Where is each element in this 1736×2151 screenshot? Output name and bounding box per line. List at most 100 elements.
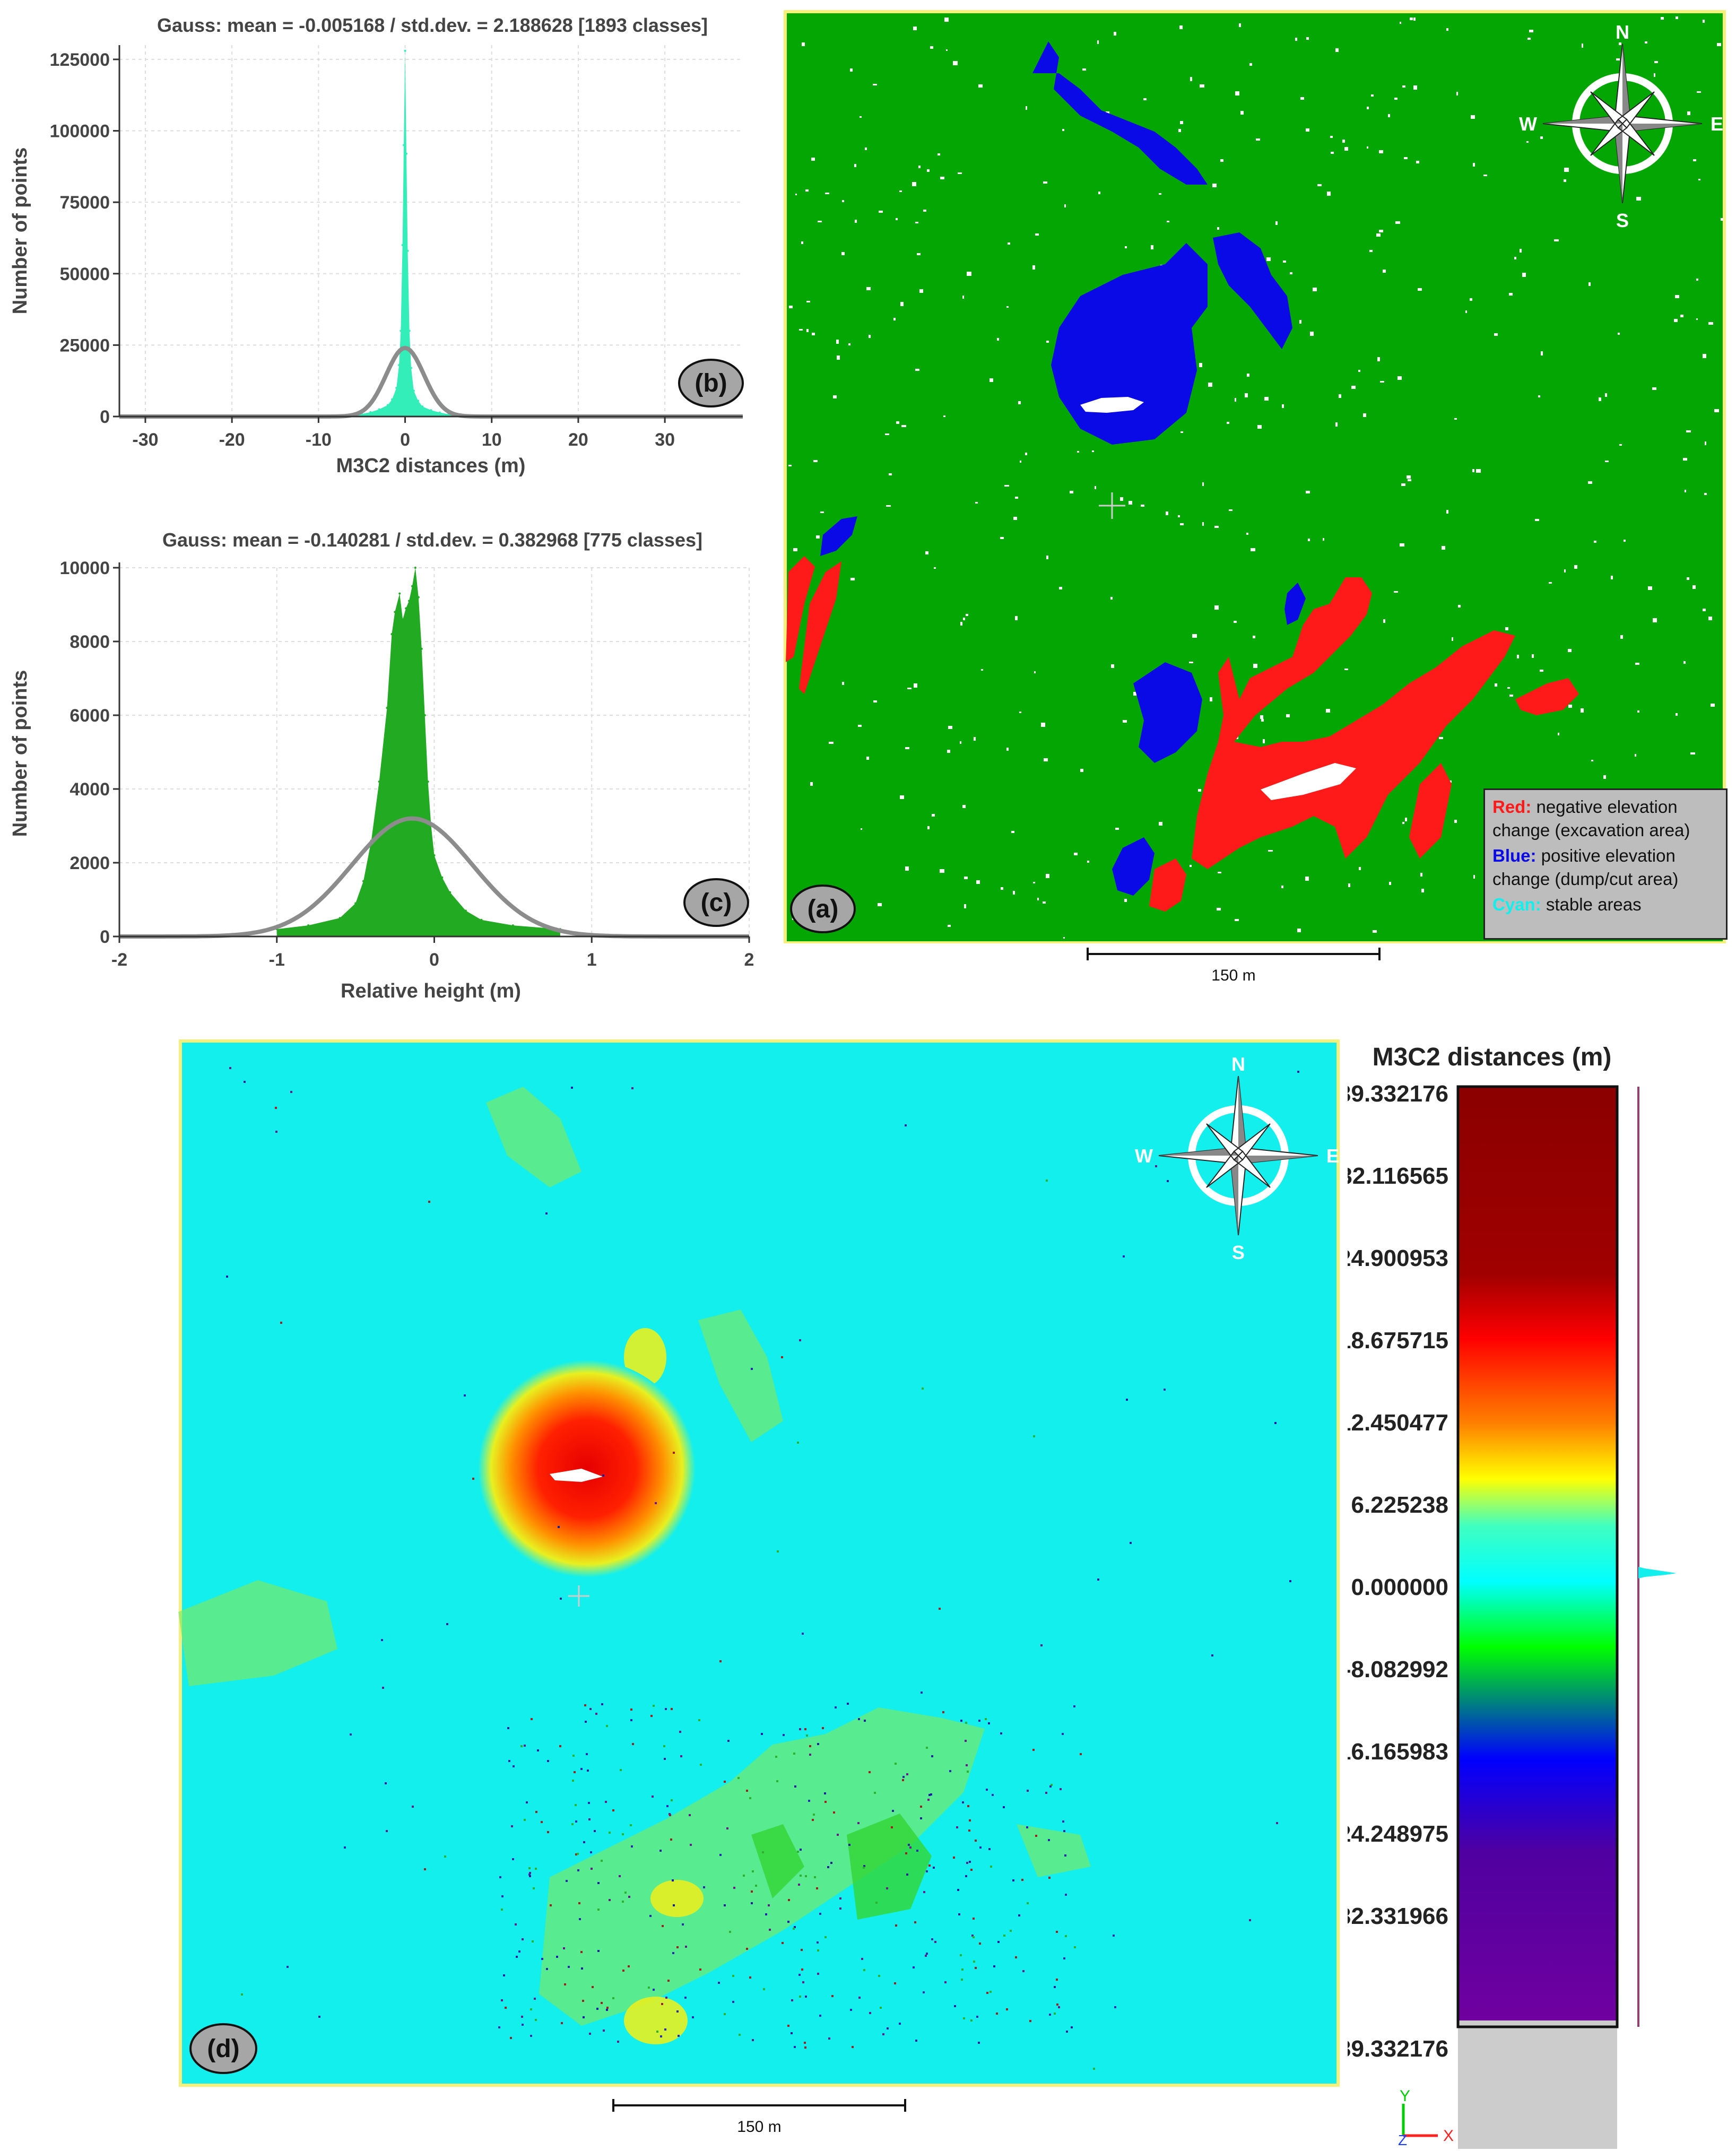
speckle <box>1006 306 1009 308</box>
speckle <box>894 1982 896 1984</box>
speckle <box>1151 245 1153 249</box>
speckle <box>526 1801 528 1803</box>
speckle <box>680 1755 682 1757</box>
speckle <box>1676 713 1678 716</box>
speckle <box>873 84 877 85</box>
speckle <box>797 1442 799 1444</box>
speckle <box>1235 398 1236 402</box>
speckle <box>1110 597 1113 600</box>
speckle <box>241 1993 243 1996</box>
c-ytick-label: 8000 <box>70 632 110 652</box>
speckle <box>1517 655 1519 658</box>
speckle <box>653 1705 655 1707</box>
speckle <box>978 84 983 88</box>
speckle <box>852 2046 854 2048</box>
speckle <box>619 1875 621 1877</box>
speckle <box>809 1745 811 1747</box>
speckle <box>1235 919 1239 921</box>
speckle <box>229 1067 231 1069</box>
speckle <box>1687 577 1689 580</box>
speckle <box>605 1801 607 1803</box>
speckle <box>1574 565 1577 569</box>
speckle <box>574 1771 576 1773</box>
speckle <box>1465 310 1467 313</box>
speckle <box>1025 453 1027 455</box>
b-xtick-label: 20 <box>568 430 588 450</box>
speckle <box>653 1989 655 1991</box>
speckle <box>662 1925 664 1927</box>
speckle <box>511 1825 513 1827</box>
colorbar-label: 12.450477 <box>1348 1410 1448 1436</box>
red-area-white-patch <box>1261 763 1356 800</box>
speckle <box>839 1907 841 1910</box>
speckle <box>1056 1931 1058 1933</box>
speckle <box>577 1853 579 1855</box>
speckle <box>1257 425 1262 429</box>
speckle <box>1178 515 1180 517</box>
compass-d-n: N <box>1231 1053 1245 1075</box>
b-histogram-bar <box>403 144 405 146</box>
speckle <box>1006 2008 1008 2010</box>
speckle <box>1408 479 1411 481</box>
histogram-b-ticks: -30 -20 -10 0 10 20 30 0 25000 50000 75000 100000 12… <box>50 50 675 450</box>
speckle <box>656 2031 658 2033</box>
scale-bar-a: 150 m <box>1087 948 1381 984</box>
badge-d: (d) <box>189 2023 257 2074</box>
speckle <box>515 1923 517 1926</box>
c-histogram-bar <box>427 780 429 783</box>
speckle <box>931 1938 933 1940</box>
speckle <box>606 2009 608 2011</box>
speckle <box>885 433 889 435</box>
speckle <box>428 1201 430 1203</box>
speckle <box>1379 230 1383 232</box>
speckle <box>597 1882 600 1884</box>
speckle <box>901 425 906 427</box>
speckle <box>923 210 926 212</box>
speckle <box>1275 221 1278 225</box>
speckle <box>752 1870 754 1872</box>
colorbar-label: -16.165983 <box>1348 1739 1448 1765</box>
speckle <box>1335 48 1339 52</box>
c-histogram-bar <box>414 567 416 569</box>
speckle <box>1367 107 1369 109</box>
speckle <box>1554 239 1559 241</box>
speckle <box>1389 882 1391 885</box>
speckle <box>1217 227 1219 230</box>
speckle <box>1049 2014 1051 2016</box>
c-histogram-bar <box>449 891 452 894</box>
speckle <box>1095 486 1096 489</box>
speckle <box>1070 491 1073 493</box>
speckle <box>751 1902 753 1904</box>
speckle <box>566 1880 568 1882</box>
speckle <box>900 795 904 799</box>
speckle <box>512 1858 514 1860</box>
speckle <box>798 1974 801 1976</box>
speckle <box>1043 181 1047 184</box>
speckle <box>953 61 958 65</box>
speckle <box>906 1773 908 1775</box>
speckle <box>958 1913 960 1915</box>
speckle <box>381 1639 383 1641</box>
change-map: N S E W (a) <box>784 10 1726 943</box>
b-histogram-bar <box>412 389 415 392</box>
speckle <box>1217 908 1221 910</box>
speckle <box>806 329 809 332</box>
crosshair-d <box>568 1585 589 1607</box>
speckle <box>869 2012 871 2014</box>
speckle <box>1619 42 1621 45</box>
colorbar-label: 0.000000 <box>1351 1574 1448 1600</box>
speckle <box>1535 519 1539 521</box>
c-histogram-bar <box>386 707 388 709</box>
speckle <box>1056 2003 1058 2006</box>
speckle <box>672 1879 674 1881</box>
speckle <box>1377 357 1380 361</box>
speckle <box>837 355 840 360</box>
speckle <box>765 1913 767 1915</box>
speckle <box>1483 175 1487 176</box>
speckle <box>1398 376 1402 380</box>
speckle <box>1653 618 1657 622</box>
c-xtick-label: 1 <box>587 950 597 970</box>
b-histogram-bar <box>391 398 394 401</box>
speckle <box>612 1997 614 1999</box>
speckle <box>589 2033 591 2035</box>
